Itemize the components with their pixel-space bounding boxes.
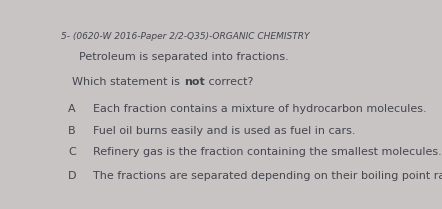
Text: C: C xyxy=(68,147,76,157)
Text: Petroleum is separated into fractions.: Petroleum is separated into fractions. xyxy=(79,52,288,62)
Text: 5- (0620-W 2016-Paper 2/2-Q35)-ORGANIC CHEMISTRY: 5- (0620-W 2016-Paper 2/2-Q35)-ORGANIC C… xyxy=(61,32,310,41)
Text: B: B xyxy=(68,126,76,136)
Text: Which statement is: Which statement is xyxy=(72,76,184,87)
Text: Fuel oil burns easily and is used as fuel in cars.: Fuel oil burns easily and is used as fue… xyxy=(93,126,355,136)
Text: Refinery gas is the fraction containing the smallest molecules.: Refinery gas is the fraction containing … xyxy=(93,147,442,157)
Text: D: D xyxy=(68,171,77,181)
Text: The fractions are separated depending on their boiling point range.: The fractions are separated depending on… xyxy=(93,171,442,181)
Text: correct?: correct? xyxy=(205,76,253,87)
Text: not: not xyxy=(184,76,205,87)
Text: Each fraction contains a mixture of hydrocarbon molecules.: Each fraction contains a mixture of hydr… xyxy=(93,104,427,114)
Text: A: A xyxy=(68,104,76,114)
